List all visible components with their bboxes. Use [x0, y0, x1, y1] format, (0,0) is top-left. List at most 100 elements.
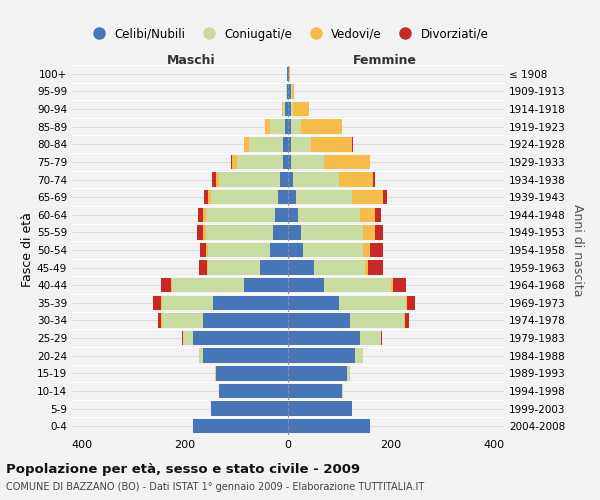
Bar — [288, 331, 360, 345]
Bar — [250, 137, 283, 152]
Bar — [289, 66, 290, 81]
Bar — [158, 314, 161, 328]
Bar — [290, 137, 311, 152]
Bar — [298, 208, 360, 222]
Bar — [288, 190, 296, 204]
Bar — [236, 154, 283, 169]
Bar — [347, 366, 350, 380]
Bar — [288, 137, 290, 152]
Bar — [215, 366, 216, 380]
Bar — [360, 208, 376, 222]
Bar — [340, 172, 373, 186]
Bar — [290, 120, 301, 134]
Bar — [324, 154, 370, 169]
Bar — [301, 225, 362, 240]
Bar — [288, 419, 370, 434]
Bar — [288, 296, 340, 310]
Bar — [288, 243, 304, 257]
Bar — [161, 314, 162, 328]
Bar — [260, 260, 288, 275]
Bar — [288, 84, 290, 98]
Bar — [211, 190, 278, 204]
Bar — [232, 154, 236, 169]
Bar — [324, 278, 391, 292]
Bar — [199, 260, 207, 275]
Bar — [404, 314, 405, 328]
Bar — [288, 102, 290, 117]
Y-axis label: Fasce di età: Fasce di età — [21, 212, 34, 288]
Bar — [362, 243, 370, 257]
Bar — [383, 190, 387, 204]
Bar — [270, 243, 288, 257]
Bar — [293, 102, 308, 117]
Bar — [211, 402, 288, 416]
Bar — [216, 172, 218, 186]
Bar — [203, 225, 206, 240]
Bar — [244, 278, 288, 292]
Bar — [288, 384, 342, 398]
Bar — [290, 84, 292, 98]
Bar — [206, 225, 272, 240]
Bar — [162, 314, 203, 328]
Bar — [161, 278, 171, 292]
Bar — [162, 296, 214, 310]
Bar — [212, 172, 216, 186]
Bar — [218, 172, 280, 186]
Bar — [370, 243, 383, 257]
Bar — [288, 260, 314, 275]
Bar — [290, 102, 293, 117]
Bar — [365, 260, 368, 275]
Bar — [171, 278, 172, 292]
Bar — [282, 102, 283, 117]
Bar — [288, 172, 293, 186]
Bar — [218, 384, 288, 398]
Bar — [376, 208, 380, 222]
Bar — [288, 366, 347, 380]
Bar — [407, 296, 415, 310]
Bar — [206, 243, 208, 257]
Bar — [270, 120, 286, 134]
Bar — [198, 208, 203, 222]
Bar — [193, 331, 288, 345]
Bar — [275, 208, 288, 222]
Bar — [286, 102, 288, 117]
Bar — [280, 172, 288, 186]
Bar — [314, 260, 365, 275]
Bar — [288, 120, 290, 134]
Bar — [340, 296, 406, 310]
Bar — [207, 260, 208, 275]
Bar — [208, 260, 260, 275]
Bar — [161, 296, 162, 310]
Bar — [200, 243, 206, 257]
Bar — [265, 120, 270, 134]
Bar — [342, 384, 343, 398]
Bar — [182, 331, 193, 345]
Bar — [391, 278, 394, 292]
Bar — [394, 278, 406, 292]
Bar — [405, 314, 409, 328]
Bar — [288, 154, 290, 169]
Bar — [214, 296, 288, 310]
Bar — [296, 190, 352, 204]
Text: COMUNE DI BAZZANO (BO) - Dati ISTAT 1° gennaio 2009 - Elaborazione TUTTITALIA.IT: COMUNE DI BAZZANO (BO) - Dati ISTAT 1° g… — [6, 482, 424, 492]
Bar — [376, 225, 383, 240]
Bar — [373, 172, 376, 186]
Bar — [203, 348, 288, 363]
Bar — [286, 84, 287, 98]
Bar — [288, 348, 355, 363]
Bar — [199, 348, 203, 363]
Bar — [288, 278, 324, 292]
Bar — [244, 137, 250, 152]
Bar — [288, 314, 350, 328]
Bar — [352, 137, 353, 152]
Bar — [287, 66, 288, 81]
Bar — [283, 154, 288, 169]
Bar — [283, 102, 286, 117]
Bar — [287, 84, 288, 98]
Bar — [206, 208, 275, 222]
Bar — [380, 331, 382, 345]
Bar — [203, 314, 288, 328]
Bar — [203, 208, 206, 222]
Legend: Celibi/Nubili, Coniugati/e, Vedovi/e, Divorziati/e: Celibi/Nubili, Coniugati/e, Vedovi/e, Di… — [83, 23, 493, 45]
Bar — [153, 296, 161, 310]
